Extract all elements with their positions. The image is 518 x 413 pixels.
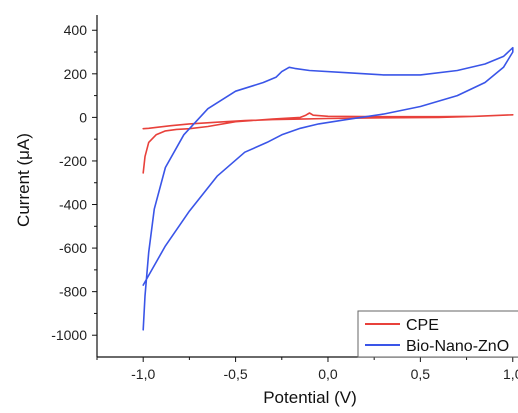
y-tick-label: 0 — [79, 109, 87, 125]
legend: CPE Bio-Nano-ZnO — [357, 310, 518, 358]
series-line-bio-nano-zno — [142, 46, 514, 331]
y-tick-label: -200 — [59, 153, 87, 169]
y-tick-label: -1000 — [51, 327, 87, 343]
x-tick-label: 0,0 — [318, 366, 338, 382]
x-tick-label: -0,5 — [224, 366, 248, 382]
x-tick-label: 1,0 — [503, 366, 518, 382]
x-tick-label: 0,5 — [411, 366, 431, 382]
x-tick-label: -1,0 — [131, 366, 155, 382]
x-axis-title: Potential (V) — [263, 388, 357, 407]
legend-box — [357, 310, 518, 358]
y-tick-label: -800 — [59, 284, 87, 300]
series-line-cpe — [142, 112, 514, 174]
legend-label-cpe: CPE — [406, 317, 439, 334]
y-axis-title: Current (μA) — [14, 133, 33, 227]
y-tick-label: -600 — [59, 240, 87, 256]
y-tick-label: 400 — [64, 22, 88, 38]
y-tick-label: 200 — [64, 66, 88, 82]
y-tick-label: -400 — [59, 197, 87, 213]
legend-label-zno: Bio-Nano-ZnO — [406, 338, 509, 355]
